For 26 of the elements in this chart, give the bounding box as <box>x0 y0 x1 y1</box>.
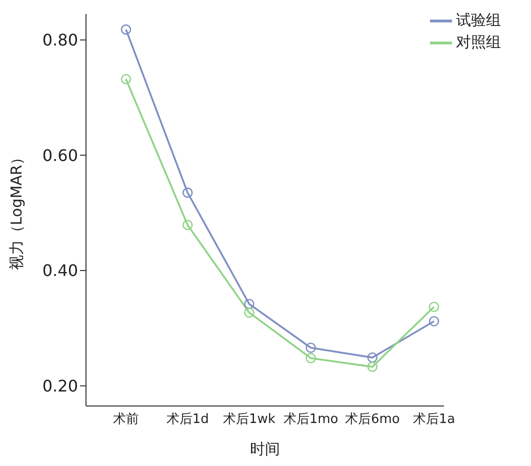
point <box>120 74 132 84</box>
point <box>367 362 378 372</box>
legend-label: 试验组 <box>456 11 501 30</box>
x-tick-label: 术后6mo <box>344 412 400 428</box>
point <box>182 188 193 198</box>
x-tick-label: 术后1mo <box>283 412 338 428</box>
point <box>244 307 254 318</box>
legend-label: 对照组 <box>456 33 501 52</box>
point <box>120 24 132 35</box>
x-tick-label: 术后1a <box>412 412 456 428</box>
y-tick-label: 0.40 <box>42 261 78 280</box>
y-tick-label: 0.80 <box>42 30 78 50</box>
x-tick-label: 术后1wk <box>222 412 276 428</box>
point <box>367 352 378 363</box>
y-tick-label: 0.20 <box>42 376 78 396</box>
point <box>428 316 440 326</box>
point <box>428 302 440 312</box>
x-tick-label: 术前 <box>113 412 139 428</box>
point <box>182 220 193 230</box>
y-axis-title: 视力（LogMAR） <box>7 150 26 270</box>
x-axis-title: 时间 <box>250 440 280 458</box>
y-tick-label: 0.60 <box>42 146 78 165</box>
x-tick-label: 术后1d <box>166 412 209 428</box>
point <box>306 353 316 364</box>
point <box>306 342 316 353</box>
point <box>244 298 254 310</box>
